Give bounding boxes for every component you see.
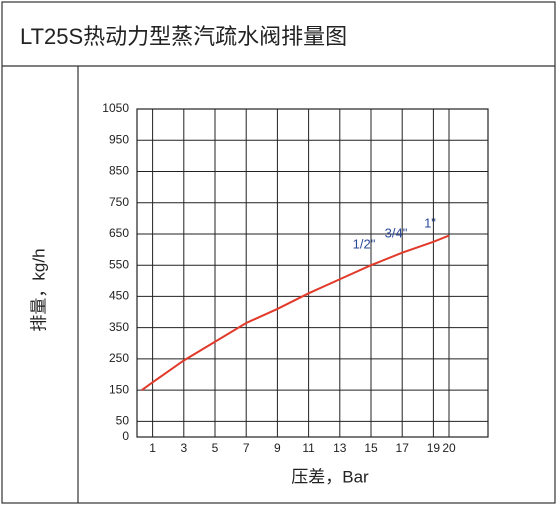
x-tick-label: 3	[180, 441, 187, 455]
data-line	[141, 234, 450, 391]
x-tick-label: 9	[274, 441, 281, 455]
x-axis-label: 压差，Bar	[291, 467, 369, 486]
y-tick-label: 950	[109, 132, 129, 146]
y-tick-label: 1050	[102, 101, 129, 115]
y-tick-label: 250	[109, 351, 129, 365]
x-tick-label: 17	[396, 441, 410, 455]
chart-title: LT25S热动力型蒸汽疏水阀排量图	[20, 24, 347, 49]
plot-border	[136, 108, 489, 438]
y-tick-label: 550	[109, 257, 129, 271]
y-tick-label: 450	[109, 289, 129, 303]
y-tick-label: 350	[109, 320, 129, 334]
x-tick-label: 20	[442, 441, 456, 455]
x-tick-label: 7	[243, 441, 250, 455]
annotation: 3/4"	[385, 225, 408, 240]
x-tick-label: 5	[212, 441, 219, 455]
annotation: 1"	[424, 215, 436, 230]
y-tick-label: 150	[109, 382, 129, 396]
y-tick-label: 50	[116, 414, 130, 428]
x-tick-label: 11	[302, 441, 315, 455]
x-tick-label: 19	[427, 441, 441, 455]
y-tick-label: 850	[109, 164, 129, 178]
y-axis-label: 排量，kg/h	[29, 248, 48, 331]
y-tick-label: 650	[109, 226, 129, 240]
x-tick-label: 1	[149, 441, 156, 455]
y-tick-label: 0	[122, 429, 129, 443]
x-tick-label: 15	[364, 441, 378, 455]
y-tick-label: 750	[109, 195, 129, 209]
x-tick-label: 13	[333, 441, 347, 455]
annotation: 1/2"	[353, 236, 376, 251]
